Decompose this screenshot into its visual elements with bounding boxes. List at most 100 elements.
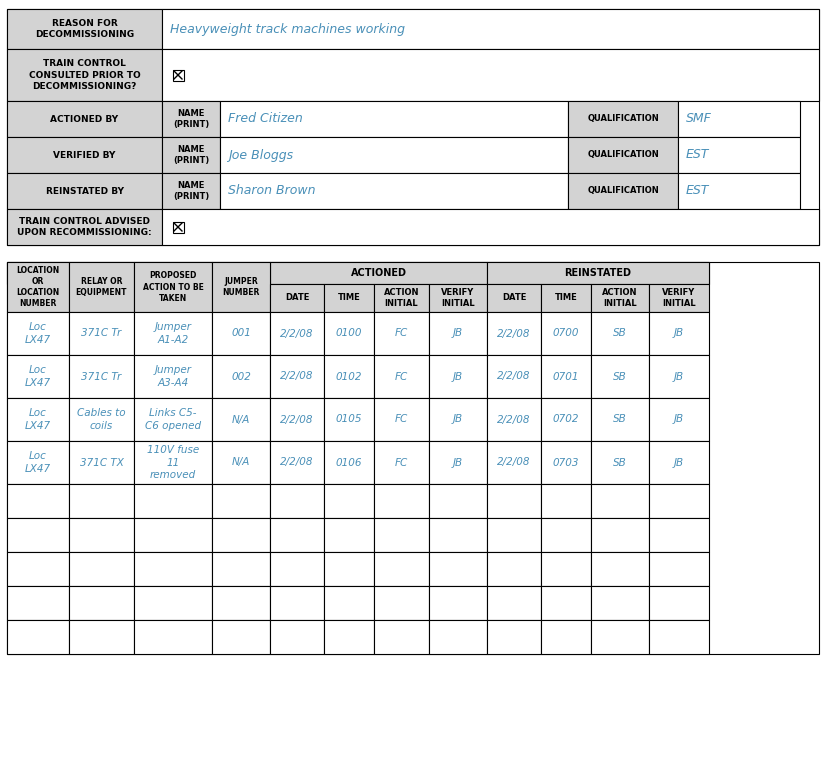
Bar: [324, 518, 374, 552]
Bar: [374, 312, 429, 355]
Bar: [7, 262, 819, 654]
Bar: [7, 620, 69, 654]
Bar: [7, 209, 162, 245]
Bar: [7, 262, 69, 312]
Bar: [212, 484, 270, 518]
Bar: [220, 101, 568, 137]
Bar: [649, 312, 709, 355]
Text: REASON FOR
DECOMMISSIONING: REASON FOR DECOMMISSIONING: [35, 19, 134, 39]
Bar: [429, 552, 487, 586]
Bar: [429, 518, 487, 552]
Text: Jumper
A1-A2: Jumper A1-A2: [155, 322, 191, 344]
Text: 0702: 0702: [553, 415, 579, 425]
Bar: [591, 398, 649, 441]
Text: 0105: 0105: [336, 415, 362, 425]
Bar: [591, 262, 649, 284]
Bar: [649, 355, 709, 398]
Text: FC: FC: [395, 329, 408, 338]
Bar: [7, 586, 69, 620]
Bar: [134, 620, 212, 654]
Bar: [270, 620, 324, 654]
Text: SB: SB: [613, 329, 627, 338]
Bar: [541, 518, 591, 552]
Bar: [324, 552, 374, 586]
Bar: [7, 355, 69, 398]
Bar: [487, 398, 541, 441]
Bar: [541, 620, 591, 654]
Text: LOCATION
OR
LOCATION
NUMBER: LOCATION OR LOCATION NUMBER: [17, 266, 60, 308]
Text: DATE: DATE: [285, 294, 309, 303]
Bar: [649, 518, 709, 552]
Text: 2/2/08: 2/2/08: [280, 372, 314, 382]
Bar: [162, 49, 819, 101]
Bar: [374, 586, 429, 620]
Text: Loc
LX47: Loc LX47: [25, 408, 51, 431]
Bar: [591, 355, 649, 398]
Text: 2/2/08: 2/2/08: [280, 329, 314, 338]
Text: JUMPER
NUMBER: JUMPER NUMBER: [223, 277, 259, 297]
Bar: [541, 552, 591, 586]
Bar: [69, 620, 134, 654]
Bar: [212, 262, 270, 284]
Text: ACTION
INITIAL: ACTION INITIAL: [384, 288, 420, 308]
Bar: [212, 518, 270, 552]
Bar: [541, 262, 591, 284]
Text: 0100: 0100: [336, 329, 362, 338]
Bar: [134, 441, 212, 484]
Text: SB: SB: [613, 457, 627, 468]
Bar: [487, 441, 541, 484]
Bar: [134, 398, 212, 441]
Text: FC: FC: [395, 372, 408, 382]
Text: JB: JB: [674, 457, 684, 468]
Bar: [270, 398, 324, 441]
Bar: [270, 262, 487, 284]
Text: 002: 002: [231, 372, 251, 382]
Text: Loc
LX47: Loc LX47: [25, 322, 51, 344]
Bar: [591, 312, 649, 355]
Bar: [678, 101, 800, 137]
Bar: [541, 398, 591, 441]
Text: 0102: 0102: [336, 372, 362, 382]
Bar: [69, 355, 134, 398]
Text: NAME
(PRINT): NAME (PRINT): [173, 181, 209, 201]
Bar: [212, 586, 270, 620]
Bar: [678, 173, 800, 209]
Bar: [270, 284, 324, 312]
Text: FC: FC: [395, 415, 408, 425]
Text: 2/2/08: 2/2/08: [280, 457, 314, 468]
Bar: [541, 586, 591, 620]
Text: 371C Tr: 371C Tr: [81, 372, 121, 382]
Bar: [678, 137, 800, 173]
Text: QUALIFICATION: QUALIFICATION: [588, 151, 659, 160]
Text: JB: JB: [674, 415, 684, 425]
Bar: [429, 355, 487, 398]
Bar: [134, 355, 212, 398]
Bar: [7, 552, 69, 586]
Text: 001: 001: [231, 329, 251, 338]
Bar: [212, 312, 270, 355]
Bar: [7, 173, 162, 209]
Text: PROPOSED
ACTION TO BE
TAKEN: PROPOSED ACTION TO BE TAKEN: [143, 272, 204, 303]
Bar: [134, 552, 212, 586]
Bar: [270, 552, 324, 586]
Text: 0701: 0701: [553, 372, 579, 382]
Bar: [568, 137, 678, 173]
Bar: [568, 173, 678, 209]
Bar: [429, 441, 487, 484]
Text: JB: JB: [453, 457, 463, 468]
Bar: [649, 262, 709, 284]
Bar: [429, 586, 487, 620]
Text: SB: SB: [613, 372, 627, 382]
Bar: [7, 398, 69, 441]
Bar: [134, 312, 212, 355]
Bar: [591, 586, 649, 620]
Bar: [324, 441, 374, 484]
Text: SB: SB: [613, 415, 627, 425]
Text: JB: JB: [453, 329, 463, 338]
Text: SMF: SMF: [686, 113, 712, 126]
Bar: [212, 398, 270, 441]
Text: TRAIN CONTROL
CONSULTED PRIOR TO
DECOMMISSIONING?: TRAIN CONTROL CONSULTED PRIOR TO DECOMMI…: [28, 59, 140, 91]
Bar: [324, 586, 374, 620]
Bar: [324, 262, 374, 284]
Bar: [541, 441, 591, 484]
